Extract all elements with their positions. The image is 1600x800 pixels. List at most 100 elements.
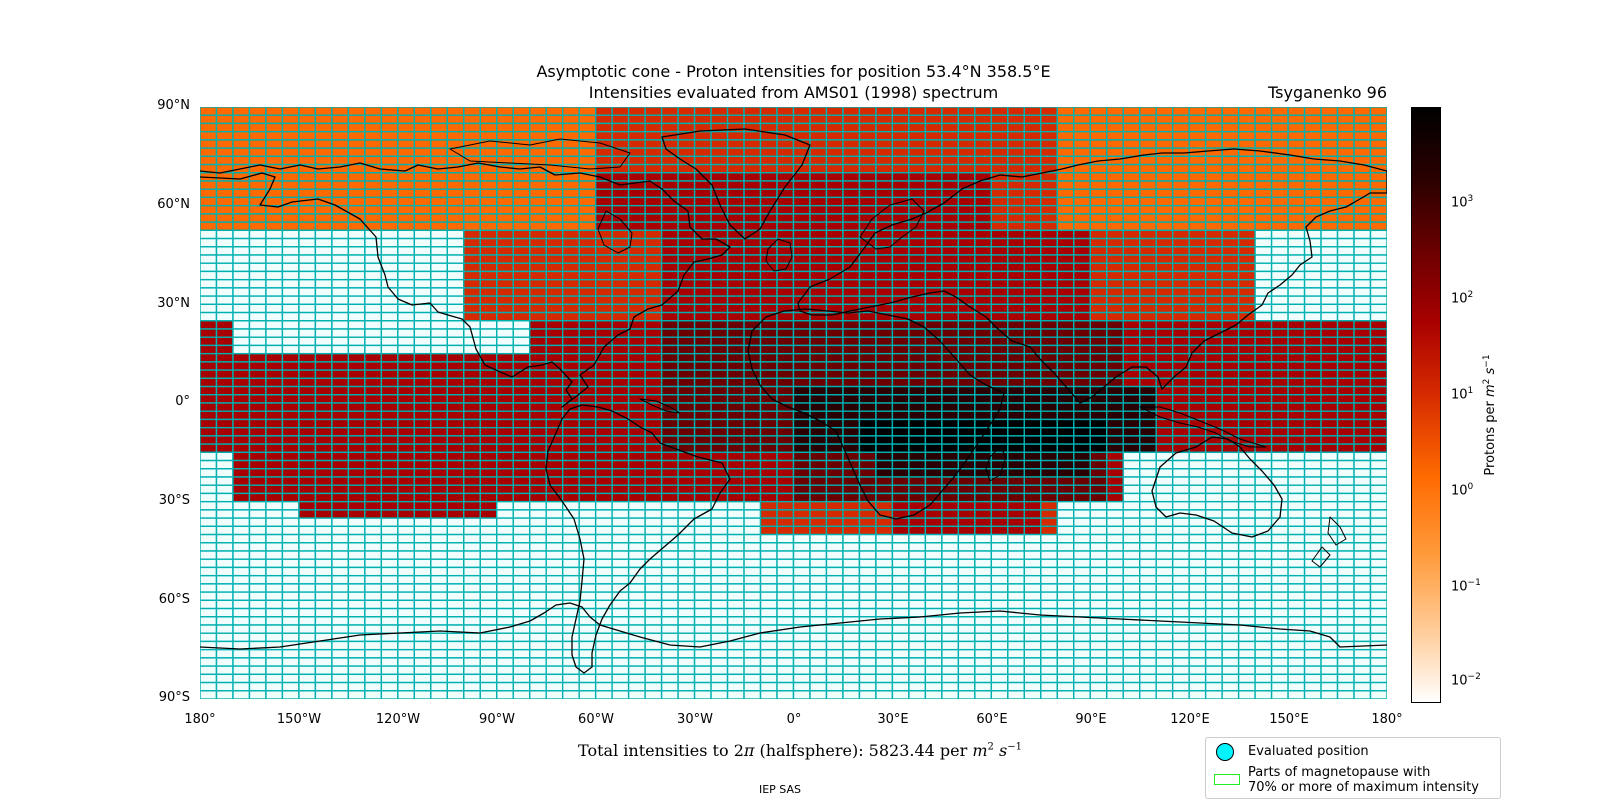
grid-cell: [463, 426, 481, 437]
grid-cell: [215, 484, 234, 495]
grid-cell: [512, 550, 531, 560]
grid-cell: [693, 550, 712, 560]
grid-cell: [1171, 254, 1190, 264]
grid-cell: [1040, 468, 1058, 478]
grid-cell: [215, 418, 234, 429]
grid-cell: [990, 640, 1009, 651]
grid-cell: [331, 558, 350, 569]
grid-cell: [1369, 320, 1387, 330]
grid-cell: [545, 147, 564, 158]
grid-cell: [413, 221, 432, 232]
grid-cell: [561, 599, 580, 610]
grid-cell: [397, 599, 416, 610]
grid-cell: [726, 607, 745, 618]
grid-cell: [1303, 196, 1322, 207]
grid-cell: [1303, 648, 1322, 659]
grid-cell: [512, 410, 531, 421]
grid-cell: [529, 525, 547, 536]
grid-cell: [660, 599, 679, 610]
grid-cell: [215, 262, 234, 273]
grid-cell: [248, 558, 267, 569]
grid-cell: [644, 122, 663, 133]
grid-cell: [941, 385, 960, 396]
grid-cell: [957, 542, 976, 552]
grid-cell: [1320, 237, 1339, 248]
grid-cell: [842, 147, 861, 158]
grid-cell: [200, 221, 218, 232]
grid-cell: [1353, 328, 1372, 338]
grid-cell: [611, 648, 630, 659]
grid-cell: [529, 426, 547, 437]
grid-cell: [1073, 517, 1091, 528]
grid-cell: [891, 147, 910, 158]
grid-cell: [726, 583, 745, 593]
grid-cell: [957, 229, 976, 240]
grid-cell: [1237, 155, 1256, 166]
grid-cell: [463, 657, 481, 667]
grid-cell: [1303, 246, 1322, 256]
grid-cell: [792, 352, 811, 363]
grid-cell: [677, 303, 696, 314]
grid-cell: [413, 369, 432, 380]
grid-cell: [1155, 254, 1174, 264]
grid-cell: [1204, 468, 1223, 478]
grid-cell: [545, 107, 564, 116]
grid-cell: [364, 147, 383, 158]
grid-cell: [314, 500, 333, 511]
grid-cell: [1007, 114, 1026, 125]
grid-cell: [331, 426, 350, 437]
grid-cell: [1270, 657, 1289, 667]
grid-cell: [776, 344, 795, 355]
grid-cell: [496, 657, 514, 667]
grid-cell: [1188, 574, 1207, 585]
grid-cell: [578, 607, 597, 618]
grid-cell: [1353, 303, 1372, 314]
grid-cell: [1303, 517, 1322, 528]
grid-cell: [611, 665, 630, 676]
grid-cell: [627, 599, 646, 610]
grid-cell: [842, 385, 861, 396]
grid-cell: [875, 270, 894, 281]
grid-cell: [990, 311, 1009, 322]
grid-cell: [974, 221, 993, 232]
grid-cell: [1270, 525, 1289, 536]
grid-cell: [265, 344, 284, 355]
grid-cell: [314, 130, 333, 141]
grid-cell: [693, 246, 712, 256]
grid-cell: [974, 394, 993, 404]
grid-cell: [413, 468, 432, 478]
grid-cell: [1023, 287, 1042, 297]
grid-cell: [1073, 139, 1091, 149]
grid-cell: [1204, 558, 1223, 569]
grid-cell: [660, 385, 679, 396]
grid-cell: [1139, 270, 1157, 281]
grid-cell: [594, 410, 613, 421]
grid-cell: [463, 410, 481, 421]
grid-cell: [594, 107, 613, 116]
grid-cell: [1171, 204, 1190, 215]
grid-cell: [1237, 402, 1256, 412]
grid-cell: [1270, 558, 1289, 569]
grid-cell: [710, 574, 729, 585]
grid-cell: [1106, 229, 1124, 240]
grid-cell: [364, 673, 383, 684]
grid-cell: [644, 155, 663, 166]
grid-cell: [726, 566, 745, 577]
grid-cell: [446, 558, 465, 569]
grid-cell: [232, 394, 251, 404]
grid-cell: [1089, 550, 1108, 560]
grid-cell: [200, 459, 218, 470]
grid-cell: [792, 114, 811, 125]
grid-cell: [265, 468, 284, 478]
grid-cell: [561, 287, 580, 297]
grid-cell: [298, 377, 317, 388]
grid-cell: [644, 369, 663, 380]
grid-cell: [957, 550, 976, 560]
grid-cell: [281, 632, 300, 643]
grid-cell: [710, 607, 729, 618]
grid-cell: [298, 616, 317, 626]
grid-cell: [594, 229, 613, 240]
grid-cell: [710, 632, 729, 643]
grid-cell: [265, 632, 284, 643]
grid-cell: [1237, 139, 1256, 149]
